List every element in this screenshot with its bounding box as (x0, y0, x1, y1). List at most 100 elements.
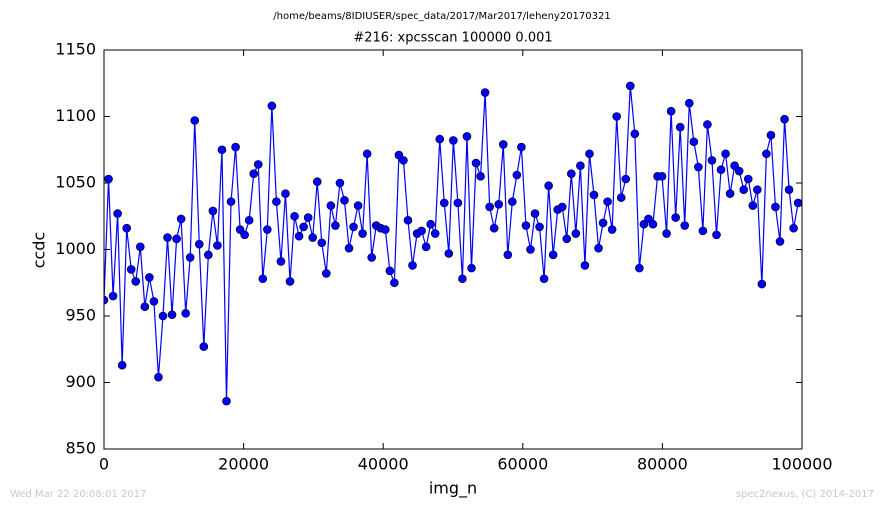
data-point (635, 263, 644, 273)
data-point (521, 221, 531, 230)
data-point (739, 185, 749, 194)
data-point (258, 274, 268, 284)
data-point (335, 178, 345, 188)
data-point (526, 245, 535, 254)
data-point (594, 243, 603, 253)
data-point (498, 140, 508, 149)
data-point (403, 215, 413, 225)
data-point (453, 198, 463, 208)
data-point (458, 274, 467, 284)
x-tick-label: 40000 (358, 455, 409, 474)
plot-area (104, 81, 802, 406)
data-point (530, 209, 540, 218)
data-point (780, 114, 789, 124)
data-point (703, 120, 712, 129)
y-tick-label: 1050 (55, 173, 96, 192)
data-point (181, 309, 190, 318)
data-point (793, 198, 802, 208)
data-point (603, 197, 612, 206)
data-point (753, 185, 762, 194)
data-point (421, 242, 431, 252)
data-point (317, 238, 327, 248)
data-point (430, 229, 440, 238)
data-point (449, 136, 458, 145)
data-point (462, 132, 472, 141)
data-point (471, 158, 481, 168)
data-point (544, 181, 553, 190)
data-point (589, 190, 599, 200)
x-axis-label: img_n (429, 479, 477, 499)
data-point (226, 197, 236, 206)
data-point (666, 106, 676, 116)
data-point (222, 396, 231, 406)
data-point (380, 225, 390, 234)
data-point (326, 201, 336, 210)
data-point (263, 225, 272, 234)
data-point (476, 172, 485, 181)
data-point (689, 137, 699, 147)
data-point (131, 277, 141, 286)
plot-frame (103, 49, 803, 450)
data-point (149, 297, 159, 306)
data-point (630, 129, 640, 139)
data-point (185, 253, 195, 262)
data-point (621, 174, 631, 184)
data-point (612, 112, 621, 121)
data-point (548, 250, 558, 260)
chart-title: #216: xpcsscan 100000 0.001 (353, 31, 552, 46)
data-point (267, 101, 277, 111)
data-point (249, 169, 259, 178)
data-point (253, 160, 263, 169)
data-point (585, 149, 594, 159)
y-tick-label: 900 (65, 372, 96, 391)
data-point (303, 213, 313, 222)
data-point (322, 269, 331, 278)
data-point (276, 257, 286, 266)
data-point (399, 156, 408, 165)
data-point (567, 169, 576, 178)
data-point (285, 277, 295, 286)
data-point (734, 166, 744, 176)
data-point (117, 360, 127, 370)
data-point (408, 261, 417, 270)
data-point (340, 195, 349, 205)
x-tick-label: 100000 (771, 455, 832, 474)
data-point (294, 231, 304, 241)
data-point (244, 215, 254, 225)
data-point (344, 243, 354, 253)
data-point (444, 249, 454, 258)
data-point (571, 229, 581, 238)
footer-date: Wed Mar 22 20:08:01 2017 (10, 489, 146, 500)
data-point (489, 223, 499, 233)
data-point (367, 253, 376, 262)
data-point (480, 88, 490, 97)
data-point (775, 237, 785, 246)
data-point (517, 142, 526, 152)
data-point (104, 295, 109, 305)
data-point (135, 242, 145, 252)
data-point (154, 372, 163, 382)
y-tick-label: 1000 (55, 239, 96, 258)
data-point (417, 226, 426, 236)
x-tick-label: 0 (99, 455, 109, 474)
data-point (512, 170, 522, 180)
data-point (675, 122, 685, 132)
data-point (503, 250, 513, 260)
data-point (108, 291, 118, 301)
data-point (485, 202, 494, 212)
x-tick-label: 80000 (637, 455, 688, 474)
data-point (712, 230, 721, 240)
data-point (580, 261, 590, 270)
x-tick-label: 20000 (218, 455, 269, 474)
data-point (789, 223, 798, 233)
data-point (616, 193, 626, 202)
data-point (272, 197, 281, 206)
data-point (213, 241, 222, 250)
data-point (716, 165, 726, 174)
data-point (353, 201, 363, 210)
data-point (562, 234, 572, 244)
data-point (362, 149, 372, 159)
data-point (231, 142, 240, 152)
data-point (784, 185, 794, 194)
